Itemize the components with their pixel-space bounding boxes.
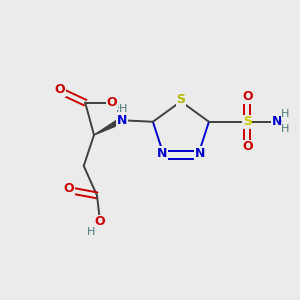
Text: O: O: [55, 83, 65, 96]
Text: H: H: [87, 226, 95, 237]
Text: H: H: [119, 103, 128, 113]
Text: N: N: [117, 114, 127, 127]
Text: O: O: [242, 140, 253, 153]
Text: H: H: [281, 124, 290, 134]
Text: N: N: [272, 115, 282, 128]
Text: O: O: [64, 182, 74, 194]
Text: N: N: [157, 147, 167, 160]
Text: S: S: [176, 93, 185, 106]
Text: O: O: [242, 90, 253, 103]
Text: N: N: [194, 147, 205, 160]
Text: H: H: [116, 104, 125, 114]
Text: S: S: [243, 115, 252, 128]
Text: H: H: [281, 110, 290, 119]
Text: O: O: [106, 96, 117, 109]
Text: O: O: [94, 215, 105, 228]
Polygon shape: [94, 118, 123, 135]
